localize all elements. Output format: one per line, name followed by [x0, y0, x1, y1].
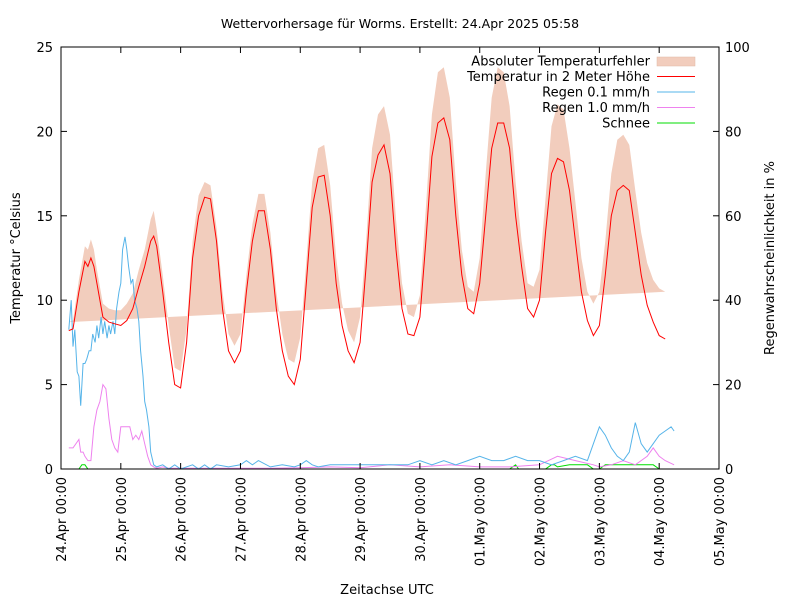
y2-tick-label: 0 [725, 463, 733, 478]
y-axis-label: Temperatur °Celsius [9, 192, 24, 325]
legend-label: Schnee [602, 117, 650, 132]
x-tick-label: 24.Apr 00:00 [55, 477, 70, 562]
chart-title: Wettervorhersage für Worms. Erstellt: 24… [221, 16, 579, 31]
y-tick-label: 20 [36, 125, 53, 140]
y2-tick-label: 40 [725, 294, 742, 309]
rain-0.1mm-line [68, 236, 675, 470]
y2-tick-label: 80 [725, 125, 742, 140]
y2-axis-label: Regenwahrscheinlichkeit in % [763, 161, 778, 355]
y2-tick-label: 20 [725, 379, 742, 394]
x-tick-label: 28.Apr 00:00 [294, 477, 309, 562]
temperature-line [68, 117, 666, 389]
y-tick-label: 25 [36, 41, 53, 56]
legend-swatch-band [656, 56, 696, 67]
x-tick-label: 03.May 00:00 [593, 477, 608, 566]
legend-label: Temperatur in 2 Meter Höhe [466, 70, 650, 85]
y-axis-tick-labels: 0 5 10 15 20 25 [36, 41, 53, 478]
x-axis-tick-labels: 24.Apr 00:00 25.Apr 00:00 26.Apr 00:00 27.A… [55, 477, 728, 566]
x-tick-label: 27.Apr 00:00 [234, 477, 249, 562]
x-tick-label: 02.May 00:00 [534, 477, 549, 566]
y-tick-label: 15 [36, 210, 53, 225]
y2-tick-label: 60 [725, 210, 742, 225]
legend-label: Absoluter Temperaturfehler [471, 55, 650, 70]
x-tick-label: 05.May 00:00 [713, 477, 728, 566]
y2-axis-tick-labels: 0 20 40 60 80 100 [725, 41, 750, 478]
plot-frame [60, 46, 720, 470]
rain-1mm-line [68, 383, 675, 469]
x-tick-label: 25.Apr 00:00 [115, 477, 130, 562]
axis-ticks [60, 46, 720, 470]
temperature-error-band-layer [68, 67, 666, 372]
y-tick-label: 0 [45, 463, 53, 478]
x-axis-label: Zeitachse UTC [340, 583, 434, 598]
y2-tick-label: 100 [725, 41, 750, 56]
x-tick-label: 26.Apr 00:00 [175, 477, 190, 562]
x-tick-label: 01.May 00:00 [474, 477, 489, 566]
x-tick-label: 30.Apr 00:00 [414, 477, 429, 562]
y-tick-label: 5 [45, 379, 53, 394]
y-tick-label: 10 [36, 294, 53, 309]
x-tick-label: 04.May 00:00 [653, 477, 668, 566]
legend-label: Regen 1.0 mm/h [542, 101, 650, 116]
x-tick-label: 29.Apr 00:00 [354, 477, 369, 562]
temperature-error-band [68, 67, 666, 372]
legend-label: Regen 0.1 mm/h [542, 86, 650, 101]
